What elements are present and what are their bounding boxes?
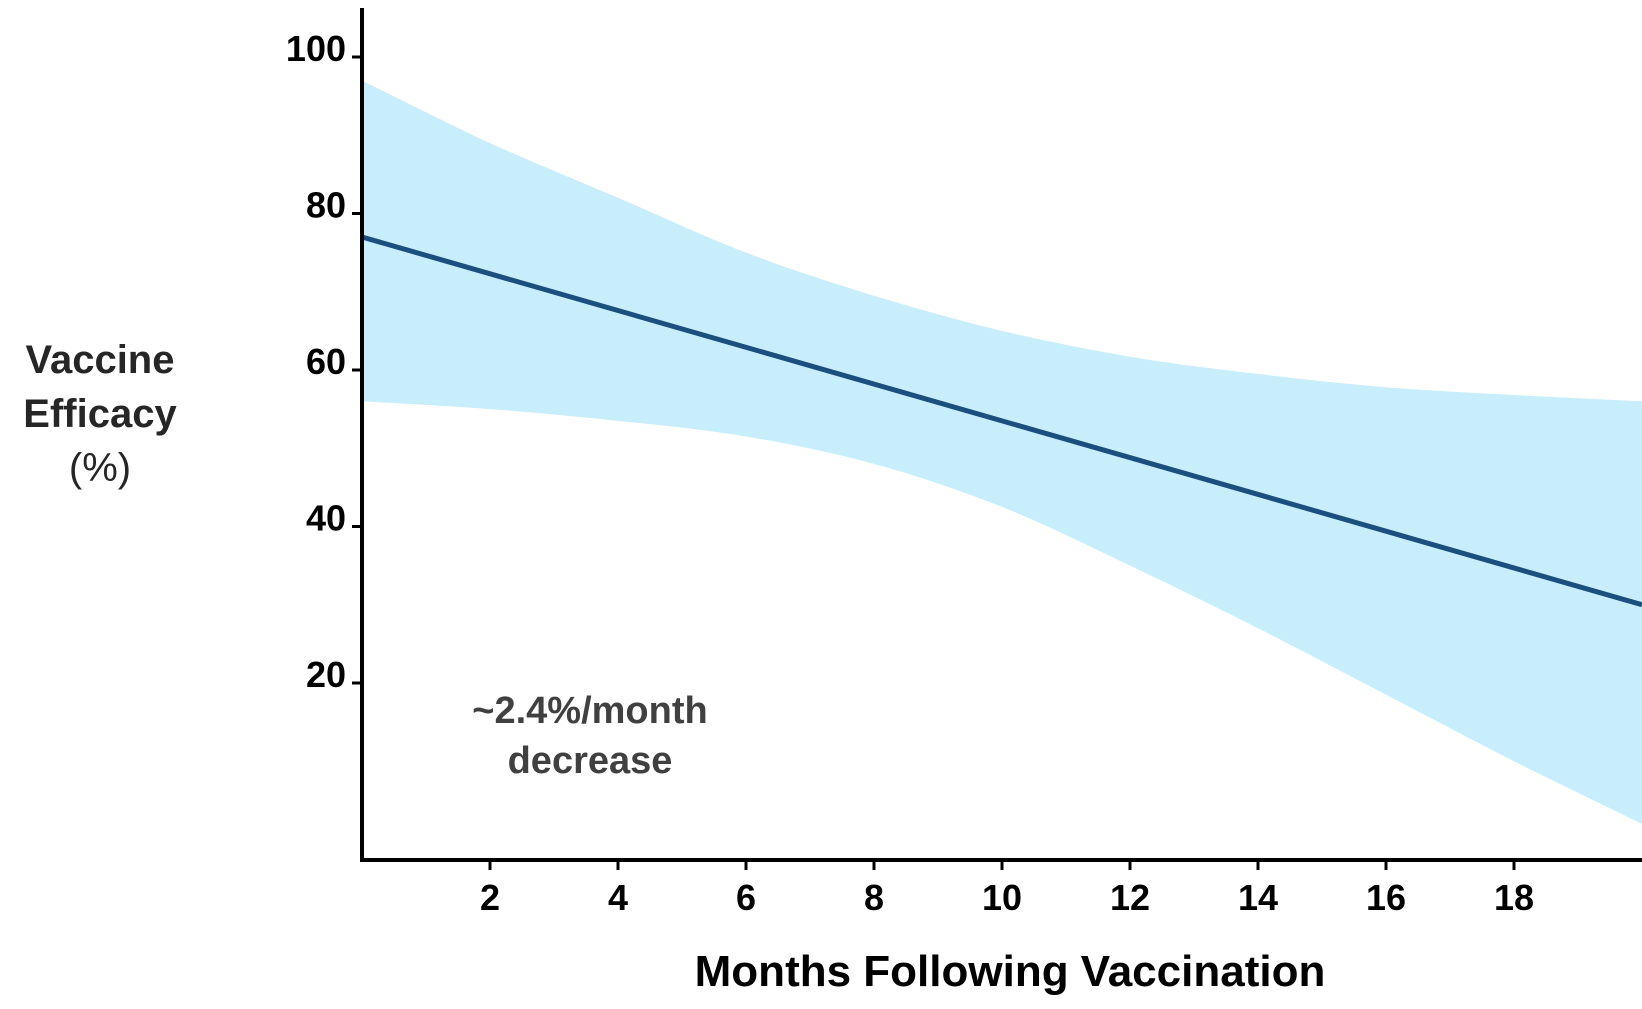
slope-annotation: ~2.4%/month decrease xyxy=(420,686,760,786)
y-axis-label-line-1: Vaccine xyxy=(25,338,175,382)
x-tick-label: 16 xyxy=(1366,877,1406,918)
x-tick-label: 6 xyxy=(736,877,756,918)
y-axis-label-line-2: Efficacy xyxy=(23,392,177,436)
y-tick-label: 60 xyxy=(306,341,346,382)
slope-annotation-line-2: decrease xyxy=(507,740,673,782)
y-tick-label: 100 xyxy=(286,28,346,69)
ticks-layer: 20 40 60 80 100 2 4 6 8 10 12 14 16 18 xyxy=(286,28,1534,918)
x-tick-label: 10 xyxy=(982,877,1022,918)
y-tick-label: 40 xyxy=(306,498,346,539)
slope-annotation-line-1: ~2.4%/month xyxy=(472,690,708,732)
x-tick-label: 12 xyxy=(1110,877,1150,918)
x-tick-label: 2 xyxy=(480,877,500,918)
y-axis-label: Vaccine Efficacy (%) xyxy=(0,333,200,495)
y-tick-label: 20 xyxy=(306,654,346,695)
x-tick-label: 4 xyxy=(608,877,628,918)
trend-line-layer xyxy=(361,234,1642,608)
trend-line xyxy=(361,234,1642,608)
x-axis-label: Months Following Vaccination xyxy=(694,947,1326,996)
confidence-band xyxy=(362,80,1642,824)
x-tick-label: 8 xyxy=(864,877,884,918)
x-tick-label: 18 xyxy=(1494,877,1534,918)
y-tick-label: 80 xyxy=(306,185,346,226)
y-axis-label-line-3: (%) xyxy=(68,446,132,490)
x-tick-label: 14 xyxy=(1238,877,1278,918)
confidence-band-layer xyxy=(362,80,1642,824)
